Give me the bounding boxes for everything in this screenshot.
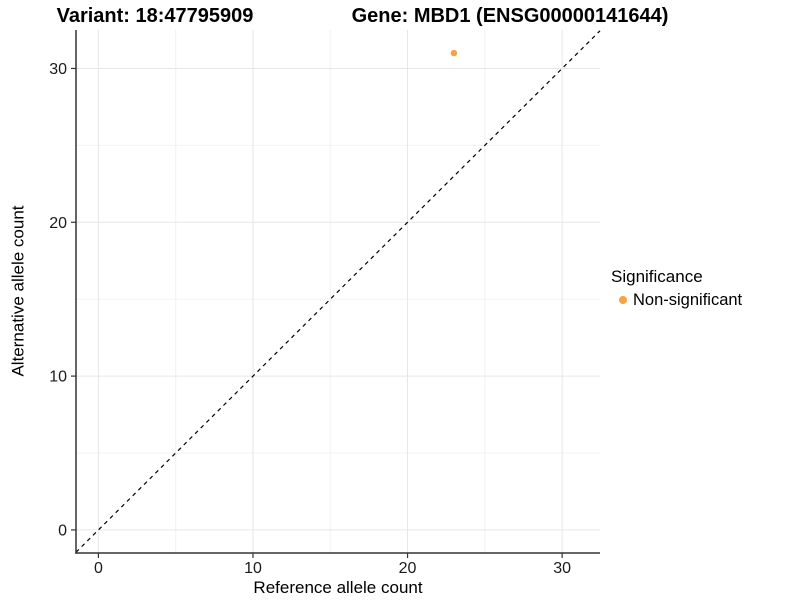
identity-reference-line xyxy=(75,30,601,553)
x-axis-title: Reference allele count xyxy=(253,578,423,597)
legend-title: Significance xyxy=(611,267,703,286)
x-tick-label: 10 xyxy=(244,560,262,577)
plot-title-gene: Gene: MBD1 (ENSG00000141644) xyxy=(351,5,669,27)
legend-entry: Non-significant xyxy=(616,290,742,310)
legend-key xyxy=(616,293,630,307)
y-axis-title: Alternative allele count xyxy=(8,205,28,377)
plot-title-variant: Variant: 18:47795909 xyxy=(56,5,254,27)
data-point xyxy=(450,49,458,57)
y-tick-label: 10 xyxy=(49,369,67,386)
legend-entry-label: Non-significant xyxy=(633,291,743,309)
legend: Significance Non-significant xyxy=(611,266,742,310)
legend-point-icon xyxy=(619,296,627,304)
x-tick-label: 30 xyxy=(553,560,571,577)
y-tick-label: 0 xyxy=(58,522,67,539)
x-tick-label: 0 xyxy=(94,560,103,577)
y-tick-label: 20 xyxy=(49,215,67,232)
y-tick-label: 30 xyxy=(49,61,67,78)
x-tick-label: 20 xyxy=(399,560,417,577)
